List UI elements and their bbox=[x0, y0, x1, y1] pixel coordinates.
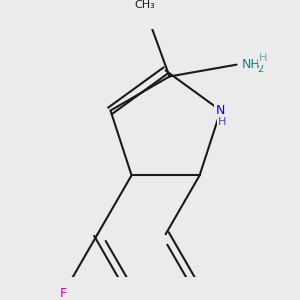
Text: H: H bbox=[218, 117, 226, 127]
Text: F: F bbox=[60, 287, 67, 300]
Text: 2: 2 bbox=[258, 64, 264, 74]
Text: N: N bbox=[216, 104, 225, 117]
Text: CH₃: CH₃ bbox=[134, 0, 155, 10]
Text: NH: NH bbox=[242, 58, 261, 71]
Text: H: H bbox=[259, 53, 267, 64]
